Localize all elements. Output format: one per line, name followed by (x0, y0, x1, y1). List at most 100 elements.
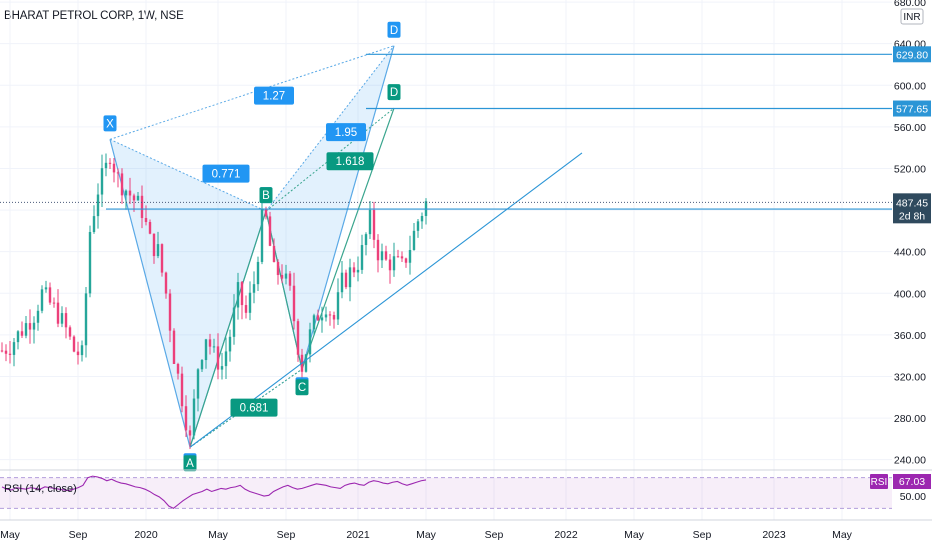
candle-body (0, 350, 4, 352)
candle-body (196, 369, 200, 399)
candle-body (116, 172, 120, 174)
candle-body (304, 354, 308, 372)
candle-body (252, 284, 256, 293)
candle-body (380, 251, 384, 261)
candle-body (40, 289, 44, 311)
candle-body (276, 261, 280, 276)
point-label-green-c[interactable]: C (295, 379, 309, 396)
candle-body (136, 195, 140, 201)
candle-body (260, 209, 264, 262)
candle-body (356, 269, 360, 273)
point-label-green-d[interactable]: D (387, 84, 401, 101)
time-tick-label: Sep (485, 529, 504, 541)
candle-body (372, 209, 376, 240)
candle-body (140, 195, 144, 218)
point-label-green-d-box (387, 84, 401, 101)
ratio-label-green-text: 1.618 (336, 156, 365, 168)
candle-body (192, 398, 196, 436)
candle-body (208, 339, 212, 347)
ratio-label-green[interactable]: 1.618 (326, 152, 374, 171)
point-label-green-d-text: D (390, 87, 398, 99)
candle-body (72, 336, 76, 352)
price-tick-label: 680.00 (894, 0, 926, 9)
candle-body (376, 239, 380, 261)
ratio-label-blue[interactable]: 0.771 (202, 164, 250, 183)
pattern-xb-dotted (109, 138, 267, 212)
candle-body (212, 346, 216, 348)
candle-body (232, 307, 236, 337)
time-tick-label: Sep (69, 529, 88, 541)
rsi-tag: RSI (870, 474, 888, 489)
candle-body (364, 234, 368, 246)
candle-body (328, 314, 332, 316)
candlesticks (0, 153, 428, 450)
candle-body (200, 360, 204, 370)
candle-body (388, 259, 392, 271)
candle-body (368, 209, 372, 235)
candle-body (348, 267, 352, 288)
candle-body (80, 345, 84, 356)
ratio-label-blue[interactable]: 1.95 (326, 123, 366, 142)
candle-body (400, 256, 404, 259)
price-tick-label: 560.00 (894, 122, 926, 134)
time-axis[interactable]: May Sep 2020 May Sep 2021 May Sep 2022 May Sep 2023… (0, 519, 932, 541)
level-price-tag-text: 577.65 (896, 104, 928, 116)
level-price-tag: 629.80 (893, 46, 931, 63)
candle-body (248, 292, 252, 313)
rsi-tag-box (870, 474, 888, 489)
time-tick-label: 2021 (346, 529, 370, 541)
candle-body (24, 323, 28, 336)
candle-body (152, 233, 156, 257)
price-axis[interactable]: 240.00280.00320.00360.00400.00440.00480.… (892, 0, 932, 550)
pattern-bd-dotted (265, 107, 395, 212)
candle-body (184, 406, 188, 431)
candle-body (60, 313, 64, 324)
point-label-green-a-text: A (186, 458, 194, 470)
candle-body (132, 195, 136, 201)
candle-body (12, 342, 16, 355)
pattern-legs (189, 107, 395, 448)
horizontal-levels[interactable] (0, 53, 892, 448)
harmonic-pattern-blue[interactable] (109, 45, 395, 450)
level-price-tag-box (893, 46, 931, 63)
ratio-label-blue-text: 1.95 (335, 127, 357, 139)
time-tick-label: 2023 (762, 529, 786, 541)
candle-body (404, 258, 408, 263)
level-price-tag-text: 629.80 (896, 49, 928, 61)
candle-body (352, 267, 356, 273)
candle-body (16, 331, 20, 343)
price-tick-label: 520.00 (894, 163, 926, 175)
candle-body (320, 317, 324, 321)
point-label-green-c-text: C (298, 382, 306, 394)
point-label-blue-x[interactable]: X (103, 115, 117, 132)
point-label-blue-d[interactable]: D (387, 21, 401, 38)
point-label-green-a[interactable]: A (183, 455, 197, 472)
price-tick-label: 240.00 (894, 455, 926, 467)
time-tick-label: May (624, 529, 645, 541)
rsi-pane[interactable]: RSI (14, close) RSI 67.03 50.00 (0, 469, 932, 509)
candle-body (312, 315, 316, 330)
rsi-level-label: 50.00 (900, 491, 926, 503)
candle-body (340, 272, 344, 293)
candle-body (128, 190, 132, 196)
ratio-label-green[interactable]: 0.681 (230, 398, 278, 417)
candle-body (268, 216, 272, 246)
candle-body (288, 273, 292, 286)
candle-body (204, 339, 208, 361)
candle-body (28, 323, 32, 330)
price-tick-label: 600.00 (894, 80, 926, 92)
ratio-label-blue[interactable]: 1.27 (254, 86, 294, 105)
point-label-green-b[interactable]: B (259, 187, 273, 204)
candle-body (336, 292, 340, 320)
candle-body (244, 305, 248, 313)
candle-body (108, 162, 112, 164)
candle-body (92, 216, 96, 233)
candle-body (20, 331, 24, 336)
price-tick-label: 280.00 (894, 413, 926, 425)
price-axis-bg (892, 0, 932, 550)
pattern-fill-xab (110, 139, 266, 448)
point-label-green-c-box (295, 379, 309, 396)
point-label-blue-d-box (387, 21, 401, 38)
